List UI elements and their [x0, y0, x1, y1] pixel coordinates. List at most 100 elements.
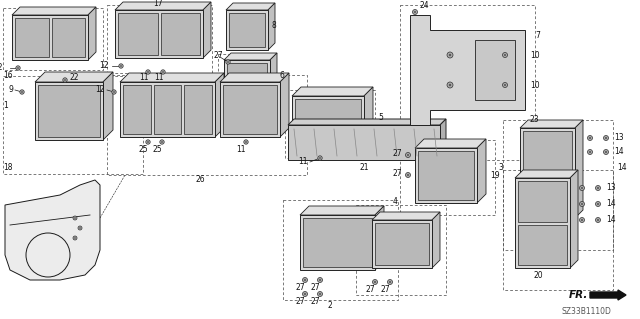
Circle shape [449, 54, 451, 56]
Bar [223, 85, 277, 134]
Circle shape [579, 202, 584, 206]
Bar [107, 5, 212, 73]
Polygon shape [215, 73, 224, 137]
Text: 11: 11 [236, 145, 246, 153]
Bar [515, 178, 570, 268]
Bar [35, 82, 103, 140]
Bar [400, 140, 495, 215]
Polygon shape [226, 3, 275, 10]
Circle shape [317, 292, 323, 296]
Bar [375, 223, 429, 265]
Bar [518, 181, 567, 221]
Circle shape [304, 293, 306, 295]
Circle shape [588, 136, 593, 140]
Circle shape [79, 227, 81, 229]
Text: SZ33B1110D: SZ33B1110D [562, 308, 612, 316]
Bar [523, 131, 572, 172]
Text: 27: 27 [365, 286, 375, 294]
Polygon shape [432, 212, 440, 268]
Polygon shape [292, 87, 373, 96]
Circle shape [581, 203, 583, 205]
Bar [3, 76, 143, 174]
Circle shape [504, 84, 506, 86]
Text: 3: 3 [498, 164, 503, 173]
Circle shape [63, 78, 67, 82]
Circle shape [589, 137, 591, 139]
Circle shape [317, 278, 323, 283]
Circle shape [374, 281, 376, 283]
Circle shape [147, 71, 149, 73]
Bar [120, 82, 215, 137]
Bar [518, 225, 567, 265]
Bar [226, 10, 268, 50]
Circle shape [64, 79, 66, 81]
Circle shape [588, 150, 593, 154]
Text: 25: 25 [152, 145, 162, 153]
Bar [475, 40, 515, 100]
Circle shape [162, 71, 164, 73]
Circle shape [160, 140, 164, 144]
Text: 17: 17 [153, 0, 163, 8]
Bar [292, 96, 364, 148]
Circle shape [406, 173, 410, 177]
Polygon shape [477, 139, 486, 203]
Text: 27: 27 [295, 298, 305, 307]
Text: FR.: FR. [568, 290, 588, 300]
Text: 9: 9 [8, 85, 13, 94]
Bar [300, 215, 375, 270]
Circle shape [449, 84, 451, 86]
Polygon shape [35, 72, 113, 82]
Circle shape [579, 186, 584, 190]
Bar [107, 75, 307, 175]
Text: 27: 27 [310, 298, 320, 307]
Circle shape [604, 136, 609, 140]
Text: 5: 5 [378, 114, 383, 122]
Bar [227, 63, 267, 101]
Text: 27: 27 [392, 168, 402, 177]
Text: 11: 11 [140, 73, 148, 83]
Polygon shape [115, 2, 211, 10]
Polygon shape [288, 119, 446, 125]
Bar [295, 99, 361, 145]
Text: 19: 19 [490, 170, 500, 180]
Bar [3, 8, 103, 70]
Circle shape [604, 150, 609, 154]
Polygon shape [440, 119, 446, 160]
Polygon shape [575, 120, 583, 218]
Circle shape [407, 174, 409, 176]
Text: 18: 18 [3, 164, 13, 173]
Bar [154, 85, 181, 134]
Text: 20: 20 [533, 271, 543, 279]
Circle shape [227, 61, 229, 63]
Circle shape [319, 279, 321, 281]
Circle shape [16, 66, 20, 70]
Text: 24: 24 [420, 1, 429, 10]
Bar [218, 54, 276, 109]
Text: 11: 11 [298, 158, 308, 167]
Circle shape [304, 279, 306, 281]
Polygon shape [5, 180, 100, 280]
Bar [161, 13, 200, 55]
Text: 14: 14 [606, 216, 616, 225]
Circle shape [595, 202, 600, 206]
Circle shape [74, 217, 76, 219]
Polygon shape [300, 206, 384, 215]
Circle shape [504, 54, 506, 56]
Circle shape [605, 137, 607, 139]
Circle shape [226, 60, 230, 64]
Bar [503, 120, 613, 250]
Text: 6: 6 [279, 70, 284, 79]
Text: 4: 4 [392, 197, 397, 206]
Bar [288, 125, 440, 160]
Polygon shape [88, 7, 96, 60]
Circle shape [318, 156, 322, 160]
Circle shape [112, 90, 116, 94]
Circle shape [119, 64, 123, 68]
Text: 13: 13 [606, 183, 616, 192]
Circle shape [389, 281, 391, 283]
Circle shape [146, 70, 150, 74]
Polygon shape [270, 53, 277, 104]
Circle shape [20, 90, 24, 94]
Bar [503, 170, 613, 290]
Circle shape [447, 82, 453, 88]
